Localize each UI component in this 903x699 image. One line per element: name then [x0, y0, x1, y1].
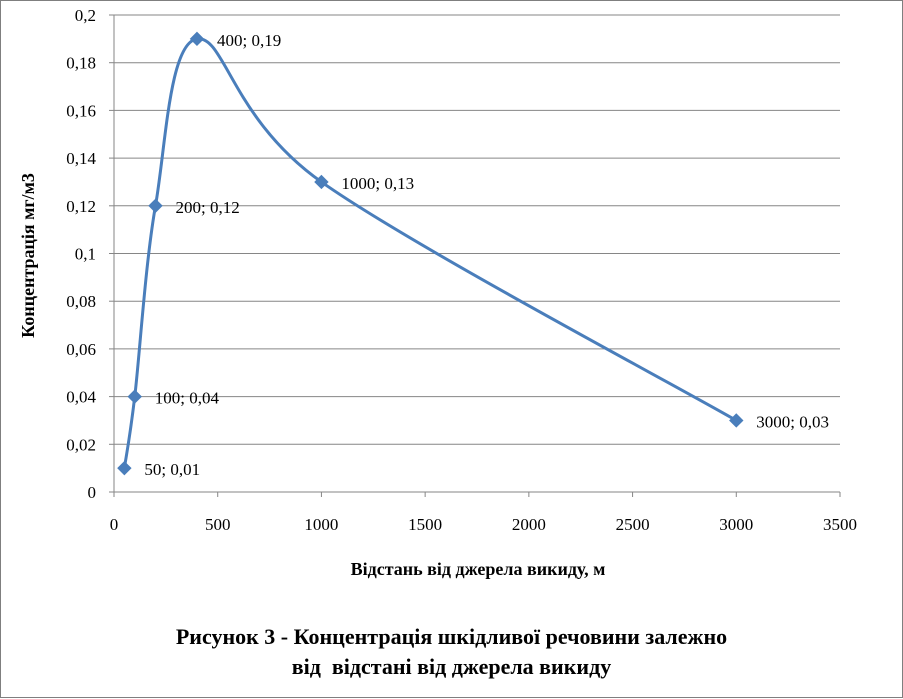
data-label: 100; 0,04 [155, 389, 220, 408]
x-axis-title: Відстань від джерела викиду, м [351, 559, 606, 579]
x-tick-labels: 0 500 1000 1500 2000 2500 3000 3500 [110, 515, 857, 534]
data-point-marker [729, 413, 744, 428]
data-label: 1000; 0,13 [341, 174, 414, 193]
y-tick-label: 0,06 [66, 340, 96, 359]
gridlines [114, 14, 840, 445]
data-point-marker [148, 198, 163, 214]
x-tick-label: 1500 [408, 515, 442, 534]
y-tick-label: 0,1 [75, 245, 96, 264]
axes [109, 14, 841, 497]
data-series [117, 31, 744, 476]
data-label: 3000; 0,03 [756, 412, 829, 431]
figure-caption: Рисунок 3 - Концентрація шкідливої речов… [0, 622, 903, 682]
y-tick-label: 0,08 [66, 292, 96, 311]
x-tick-label: 0 [110, 515, 119, 534]
data-point-marker [117, 460, 132, 476]
y-tick-label: 0,02 [66, 435, 96, 454]
x-tick-label: 2000 [512, 515, 546, 534]
x-tick-label: 3500 [823, 515, 857, 534]
x-tick-label: 2500 [616, 515, 650, 534]
x-tick-label: 500 [205, 515, 231, 534]
data-point-marker [127, 389, 142, 404]
data-label: 50; 0,01 [144, 460, 200, 479]
x-tick-label: 3000 [719, 515, 753, 534]
caption-line-1: Рисунок 3 - Концентрація шкідливої речов… [175, 624, 728, 649]
y-tick-label: 0,12 [66, 197, 96, 216]
x-tick-label: 1000 [304, 515, 338, 534]
y-axis-title: Концентрація мг/м3 [18, 173, 38, 338]
data-point-marker [189, 31, 205, 47]
y-tick-label: 0,14 [66, 149, 96, 168]
data-labels: 50; 0,01 100; 0,04 200; 0,12 400; 0,19 1000;… [144, 31, 829, 479]
data-label: 200; 0,12 [175, 198, 239, 217]
y-tick-label: 0,04 [66, 388, 96, 407]
y-tick-label: 0,16 [66, 101, 96, 120]
data-point-marker [314, 174, 329, 190]
caption-line-2: від відстані від джерела викиду [291, 654, 612, 679]
y-tick-labels: 0 0,02 0,04 0,06 0,08 0,1 0,12 0,14 0,16 0,18 0,2 [66, 6, 96, 502]
y-tick-label: 0,18 [66, 54, 96, 73]
y-tick-label: 0 [88, 483, 97, 502]
data-label: 400; 0,19 [217, 31, 281, 50]
y-tick-label: 0,2 [75, 6, 96, 25]
